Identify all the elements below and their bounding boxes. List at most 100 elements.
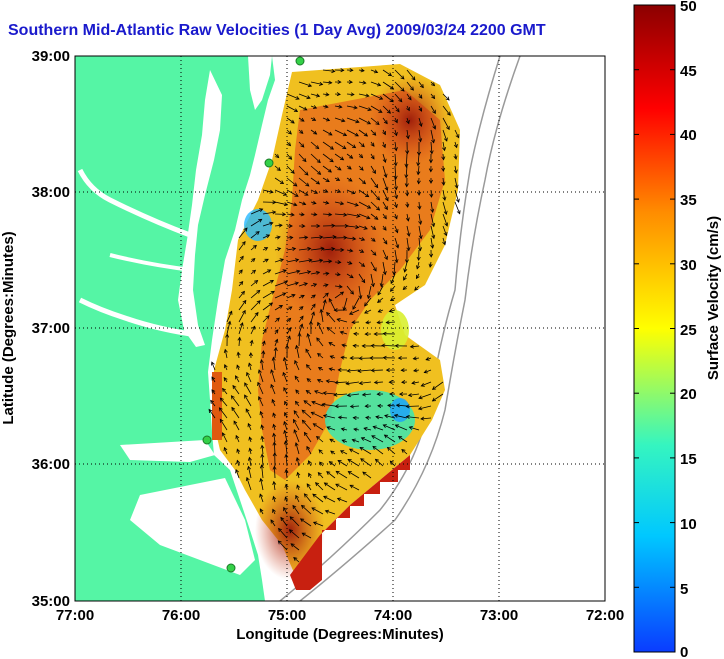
- velocity-arrow: [358, 237, 365, 241]
- velocity-arrow-head: [352, 343, 357, 348]
- velocity-arrow: [394, 414, 408, 419]
- velocity-arrow-head: [341, 439, 346, 444]
- velocity-arrow: [286, 201, 297, 206]
- velocity-arrow: [346, 237, 356, 240]
- velocity-arrow: [274, 177, 284, 184]
- velocity-arrow-head: [241, 241, 246, 246]
- velocity-arrow: [261, 436, 264, 443]
- velocity-arrow-head: [286, 142, 292, 147]
- velocity-arrow-head: [295, 494, 299, 500]
- velocity-arrow: [346, 201, 359, 206]
- velocity-arrow-head: [270, 369, 275, 374]
- velocity-arrow: [318, 449, 324, 455]
- velocity-arrow-head: [337, 166, 342, 171]
- velocity-arrow: [274, 347, 277, 359]
- velocity-arrow-head: [282, 292, 287, 297]
- y-tick-label: 39:00: [32, 48, 70, 65]
- velocity-arrow: [348, 471, 360, 479]
- velocity-arrow-head: [260, 424, 265, 429]
- velocity-arrow: [285, 441, 288, 455]
- velocity-arrow: [259, 508, 264, 515]
- velocity-arrow: [430, 93, 435, 99]
- velocity-arrow: [390, 460, 396, 467]
- velocity-arrow: [390, 297, 396, 301]
- velocity-arrow: [286, 129, 292, 135]
- velocity-arrow: [274, 189, 287, 196]
- velocity-arrow: [394, 93, 403, 102]
- velocity-arrow-head: [260, 444, 265, 449]
- velocity-arrow-head: [314, 390, 319, 394]
- velocity-arrow-head: [265, 315, 270, 320]
- velocity-arrow-head: [385, 320, 390, 325]
- velocity-arrow-head: [374, 458, 379, 463]
- velocity-arrow: [371, 369, 384, 371]
- velocity-arrow: [273, 442, 276, 455]
- velocity-arrow: [278, 540, 288, 551]
- colorbar-tick-label: 50: [680, 0, 697, 15]
- velocity-arrow-head: [428, 179, 434, 184]
- velocity-arrow-head: [354, 132, 359, 137]
- velocity-arrow: [442, 141, 445, 151]
- velocity-arrow-head: [252, 244, 257, 249]
- x-tick-label: 74:00: [374, 607, 412, 624]
- velocity-arrow-head: [289, 235, 294, 240]
- velocity-arrow-head: [260, 453, 265, 458]
- velocity-arrow: [236, 365, 240, 371]
- velocity-arrow: [310, 165, 321, 175]
- velocity-arrow: [310, 201, 317, 204]
- velocity-arrow-head: [335, 483, 340, 488]
- velocity-arrow: [286, 306, 293, 311]
- velocity-arrow: [322, 69, 335, 72]
- velocity-arrow-head: [443, 232, 448, 237]
- velocity-arrow-head: [287, 335, 291, 340]
- velocity-arrow: [386, 321, 396, 323]
- velocity-arrow: [235, 435, 240, 443]
- velocity-arrow-head: [245, 408, 250, 413]
- velocity-arrow-head: [315, 180, 321, 185]
- velocity-arrow-head: [370, 142, 375, 147]
- velocity-arrow: [310, 247, 324, 251]
- velocity-arrow: [298, 201, 306, 205]
- velocity-arrow-head: [355, 119, 360, 124]
- velocity-arrow-head: [247, 456, 252, 461]
- velocity-arrow: [310, 311, 315, 323]
- velocity-arrow-head: [304, 191, 309, 196]
- velocity-arrow-head: [394, 259, 399, 264]
- velocity-arrow-head: [441, 181, 446, 186]
- velocity-arrow: [273, 433, 276, 443]
- velocity-arrow-head: [294, 258, 300, 263]
- velocity-arrow-head: [394, 343, 399, 348]
- velocity-arrow-head: [353, 427, 358, 432]
- velocity-arrow-head: [306, 332, 311, 338]
- velocity-arrow-head: [372, 251, 377, 256]
- velocity-arrow-head: [349, 68, 354, 73]
- velocity-arrow-head: [236, 351, 241, 356]
- velocity-arrow: [311, 401, 324, 407]
- velocity-arrow: [310, 283, 317, 287]
- x-tick-label: 76:00: [162, 607, 200, 624]
- velocity-arrow-head: [331, 223, 336, 228]
- velocity-arrow-head: [411, 76, 416, 81]
- velocity-arrow-head: [397, 436, 403, 440]
- velocity-arrow-head: [282, 212, 287, 217]
- velocity-arrow-head: [288, 529, 293, 534]
- velocity-arrow: [416, 261, 420, 269]
- velocity-arrow: [442, 213, 448, 227]
- velocity-arrow-head: [370, 282, 375, 288]
- grid-lines: [75, 56, 605, 601]
- velocity-arrow: [430, 141, 433, 154]
- velocity-arrow: [322, 260, 332, 263]
- velocity-arrow: [274, 329, 279, 335]
- velocity-arrow: [250, 312, 259, 323]
- velocity-arrow-head: [323, 482, 328, 487]
- velocity-arrow: [298, 213, 305, 216]
- velocity-arrow: [335, 470, 348, 479]
- velocity-arrow: [442, 225, 447, 236]
- velocity-arrow: [380, 273, 384, 287]
- velocity-arrow: [341, 428, 348, 431]
- velocity-arrow: [394, 177, 397, 190]
- velocity-arrow: [346, 249, 353, 252]
- velocity-arrow: [298, 283, 308, 287]
- velocity-arrow-head: [372, 445, 377, 450]
- velocity-arrow-head: [291, 247, 297, 252]
